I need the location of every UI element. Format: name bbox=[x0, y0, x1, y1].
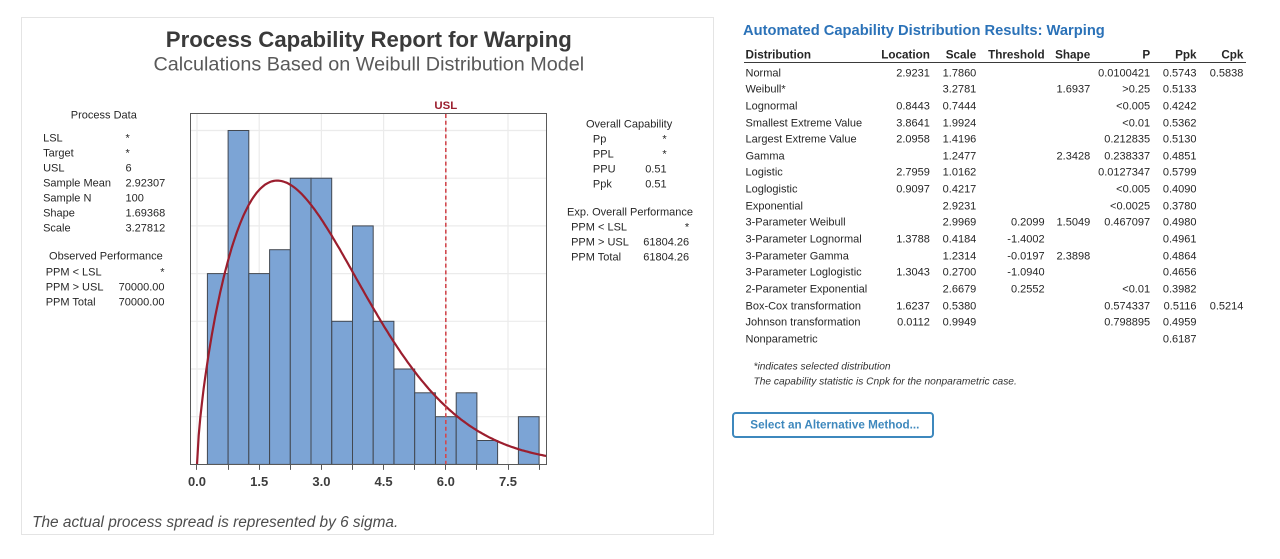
svg-text:6.0: 6.0 bbox=[437, 474, 455, 489]
svg-text:USL: USL bbox=[434, 100, 457, 112]
svg-text:1.5: 1.5 bbox=[250, 474, 268, 489]
svg-text:3.0: 3.0 bbox=[312, 474, 330, 489]
svg-text:0.0: 0.0 bbox=[188, 474, 206, 489]
svg-text:4.5: 4.5 bbox=[375, 474, 393, 489]
svg-text:7.5: 7.5 bbox=[499, 474, 517, 489]
